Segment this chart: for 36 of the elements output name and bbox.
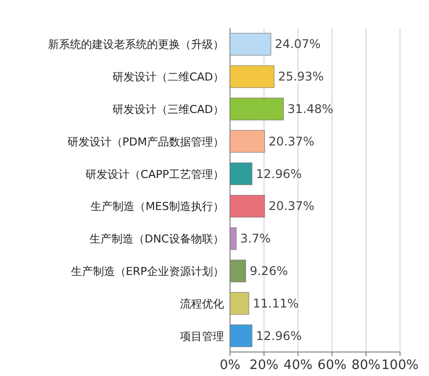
y-tick-label: 新系统的建设老系统的更换（升级） — [48, 38, 224, 52]
x-tick-label: 60% — [318, 358, 346, 373]
data-label: 9.26% — [250, 264, 288, 278]
bar — [230, 292, 250, 315]
bar — [230, 324, 252, 348]
x-tick-label: 40% — [284, 358, 312, 373]
x-tick-label: 0% — [220, 358, 240, 373]
x-tick-label: 80% — [352, 358, 380, 373]
bar — [230, 162, 252, 186]
bar — [230, 260, 246, 282]
y-tick-label: 流程优化 — [180, 297, 224, 310]
y-tick-label: 项目管理 — [180, 330, 224, 343]
data-label: 31.48% — [288, 102, 334, 116]
bar — [230, 130, 265, 153]
data-label: 20.37% — [268, 199, 314, 214]
data-label: 20.37% — [268, 134, 314, 148]
y-tick-label: 研发设计（二维CAD） — [112, 70, 224, 84]
data-label: 24.07% — [274, 37, 321, 52]
y-tick-label: 生产制造（MES制造执行） — [90, 200, 224, 214]
y-tick-label: 研发设计（CAPP工艺管理） — [86, 168, 224, 181]
data-label: 3.7% — [240, 232, 271, 246]
x-tick-label: 20% — [250, 358, 278, 373]
y-tick-label: 生产制造（DNC设备物联） — [90, 232, 224, 246]
data-label: 25.93% — [278, 70, 324, 84]
y-tick-label: 生产制造（ERP企业资源计划） — [70, 265, 224, 278]
y-tick-label: 研发设计（三维CAD） — [112, 103, 224, 116]
bar — [230, 227, 237, 250]
bar — [230, 32, 272, 56]
data-label: 12.96% — [256, 166, 302, 181]
data-label: 12.96% — [256, 328, 302, 343]
y-tick-label: 研发设计（PDM产品数据管理） — [67, 135, 224, 148]
bar — [230, 65, 274, 88]
x-tick-label: 100% — [381, 358, 419, 373]
bar — [230, 194, 265, 218]
data-label: 11.11% — [252, 296, 299, 310]
bar — [230, 98, 284, 120]
